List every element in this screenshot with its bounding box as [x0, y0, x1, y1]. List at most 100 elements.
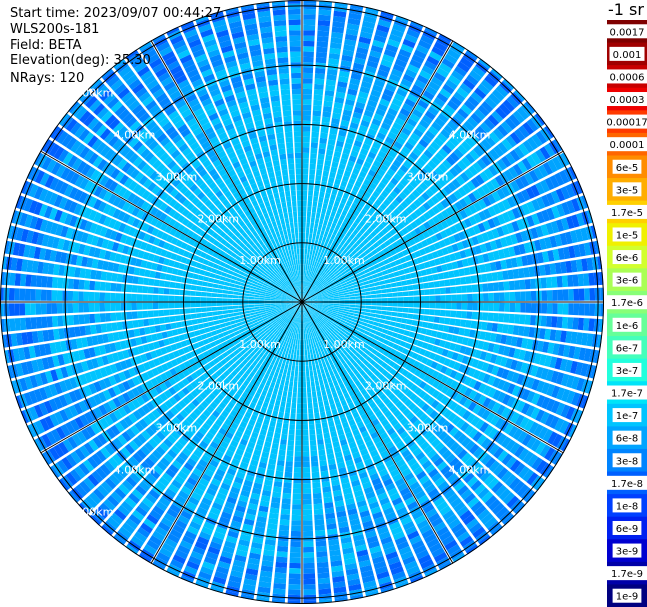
ray-cell — [482, 283, 489, 292]
ray-cell — [302, 381, 307, 388]
ray-cell — [356, 96, 367, 105]
ray-cell — [320, 465, 328, 472]
ray-cell — [312, 297, 318, 300]
ray-cell — [305, 294, 310, 299]
ray-cell — [575, 228, 584, 242]
ray-cell — [318, 285, 324, 290]
ray-cell — [549, 235, 558, 248]
ray-cell — [359, 234, 366, 242]
ray-cell — [373, 34, 387, 44]
ray-cell — [355, 101, 366, 110]
ray-cell — [317, 299, 324, 302]
ray-cell — [481, 273, 488, 283]
ray-cell — [376, 24, 390, 33]
ray-cell — [551, 276, 558, 288]
ray-cell — [501, 198, 511, 210]
ray-cell — [281, 374, 287, 381]
ray-cell — [349, 307, 355, 311]
ray-cell — [391, 241, 399, 249]
ray-cell — [473, 201, 483, 212]
ray-cell — [570, 331, 578, 345]
ray-cell — [416, 74, 429, 85]
ray-cell — [316, 41, 329, 48]
ray-cell — [341, 54, 353, 62]
ray-cell — [321, 481, 331, 488]
ray-cell — [332, 290, 338, 294]
ray-cell — [497, 249, 506, 259]
ray-cell — [413, 49, 427, 60]
ray-cell — [347, 88, 358, 96]
ray-cell — [350, 190, 358, 198]
ray-cell — [326, 290, 333, 294]
ray-cell — [296, 349, 300, 356]
ray-cell — [378, 181, 387, 190]
ray-cell — [197, 323, 205, 330]
ray-cell — [298, 333, 301, 340]
ray-cell — [298, 371, 302, 377]
ray-cell — [317, 567, 330, 574]
ray-cell — [309, 439, 317, 446]
ray-cell — [302, 254, 305, 260]
ray-cell — [343, 289, 349, 293]
ray-cell — [544, 328, 551, 341]
ray-cell — [375, 108, 386, 117]
ray-cell — [370, 230, 377, 238]
ray-cell — [323, 100, 333, 108]
ray-cell — [249, 309, 256, 313]
ray-cell — [404, 33, 418, 44]
ray-cell — [453, 189, 463, 200]
ray-cell — [544, 177, 555, 191]
ray-cell — [467, 226, 476, 237]
ray-cell — [283, 385, 289, 392]
ray-cell — [320, 470, 329, 477]
ray-cell — [484, 135, 496, 147]
ray-cell — [277, 540, 289, 547]
ray-cell — [358, 170, 367, 179]
ray-cell — [345, 212, 353, 219]
ray-cell — [514, 280, 521, 290]
ray-cell — [427, 274, 434, 282]
ray-cell — [288, 434, 295, 441]
ray-cell — [440, 128, 451, 139]
ray-cell — [277, 389, 283, 396]
ray-cell — [398, 269, 405, 276]
ray-cell — [395, 195, 404, 204]
ray-cell — [518, 125, 530, 139]
ray-cell — [358, 220, 366, 228]
ray-cell — [302, 387, 307, 393]
ray-cell — [493, 292, 500, 302]
ray-cell — [370, 164, 379, 173]
ray-cell — [341, 315, 348, 319]
ray-cell — [330, 194, 337, 201]
ray-cell — [312, 487, 322, 494]
ray-cell — [552, 289, 558, 301]
ray-cell — [387, 181, 396, 190]
ray-cell — [355, 231, 363, 239]
ray-cell — [408, 296, 414, 302]
ray-cell — [501, 224, 510, 236]
ray-cell — [274, 427, 282, 434]
ray-cell — [332, 260, 338, 267]
ray-cell — [400, 200, 409, 209]
ray-cell — [418, 39, 432, 50]
ray-cell — [315, 423, 322, 430]
ray-cell — [416, 256, 424, 264]
ray-cell — [289, 381, 294, 387]
ray-cell — [303, 270, 306, 276]
ray-cell — [453, 233, 461, 243]
ray-cell — [313, 508, 324, 515]
ray-cell — [318, 454, 327, 461]
ray-cell — [308, 289, 312, 294]
ray-cell — [316, 294, 323, 297]
ray-cell — [388, 325, 395, 332]
ray-cell — [554, 172, 565, 186]
ray-cell — [307, 270, 311, 277]
ray-cell — [440, 295, 446, 302]
ray-cell — [521, 203, 531, 215]
ray-cell — [466, 311, 473, 320]
ray-cell — [303, 291, 305, 297]
ray-cell — [202, 317, 209, 323]
ray-cell — [310, 381, 315, 387]
ray-cell — [321, 475, 330, 483]
ray-cell — [583, 348, 592, 362]
